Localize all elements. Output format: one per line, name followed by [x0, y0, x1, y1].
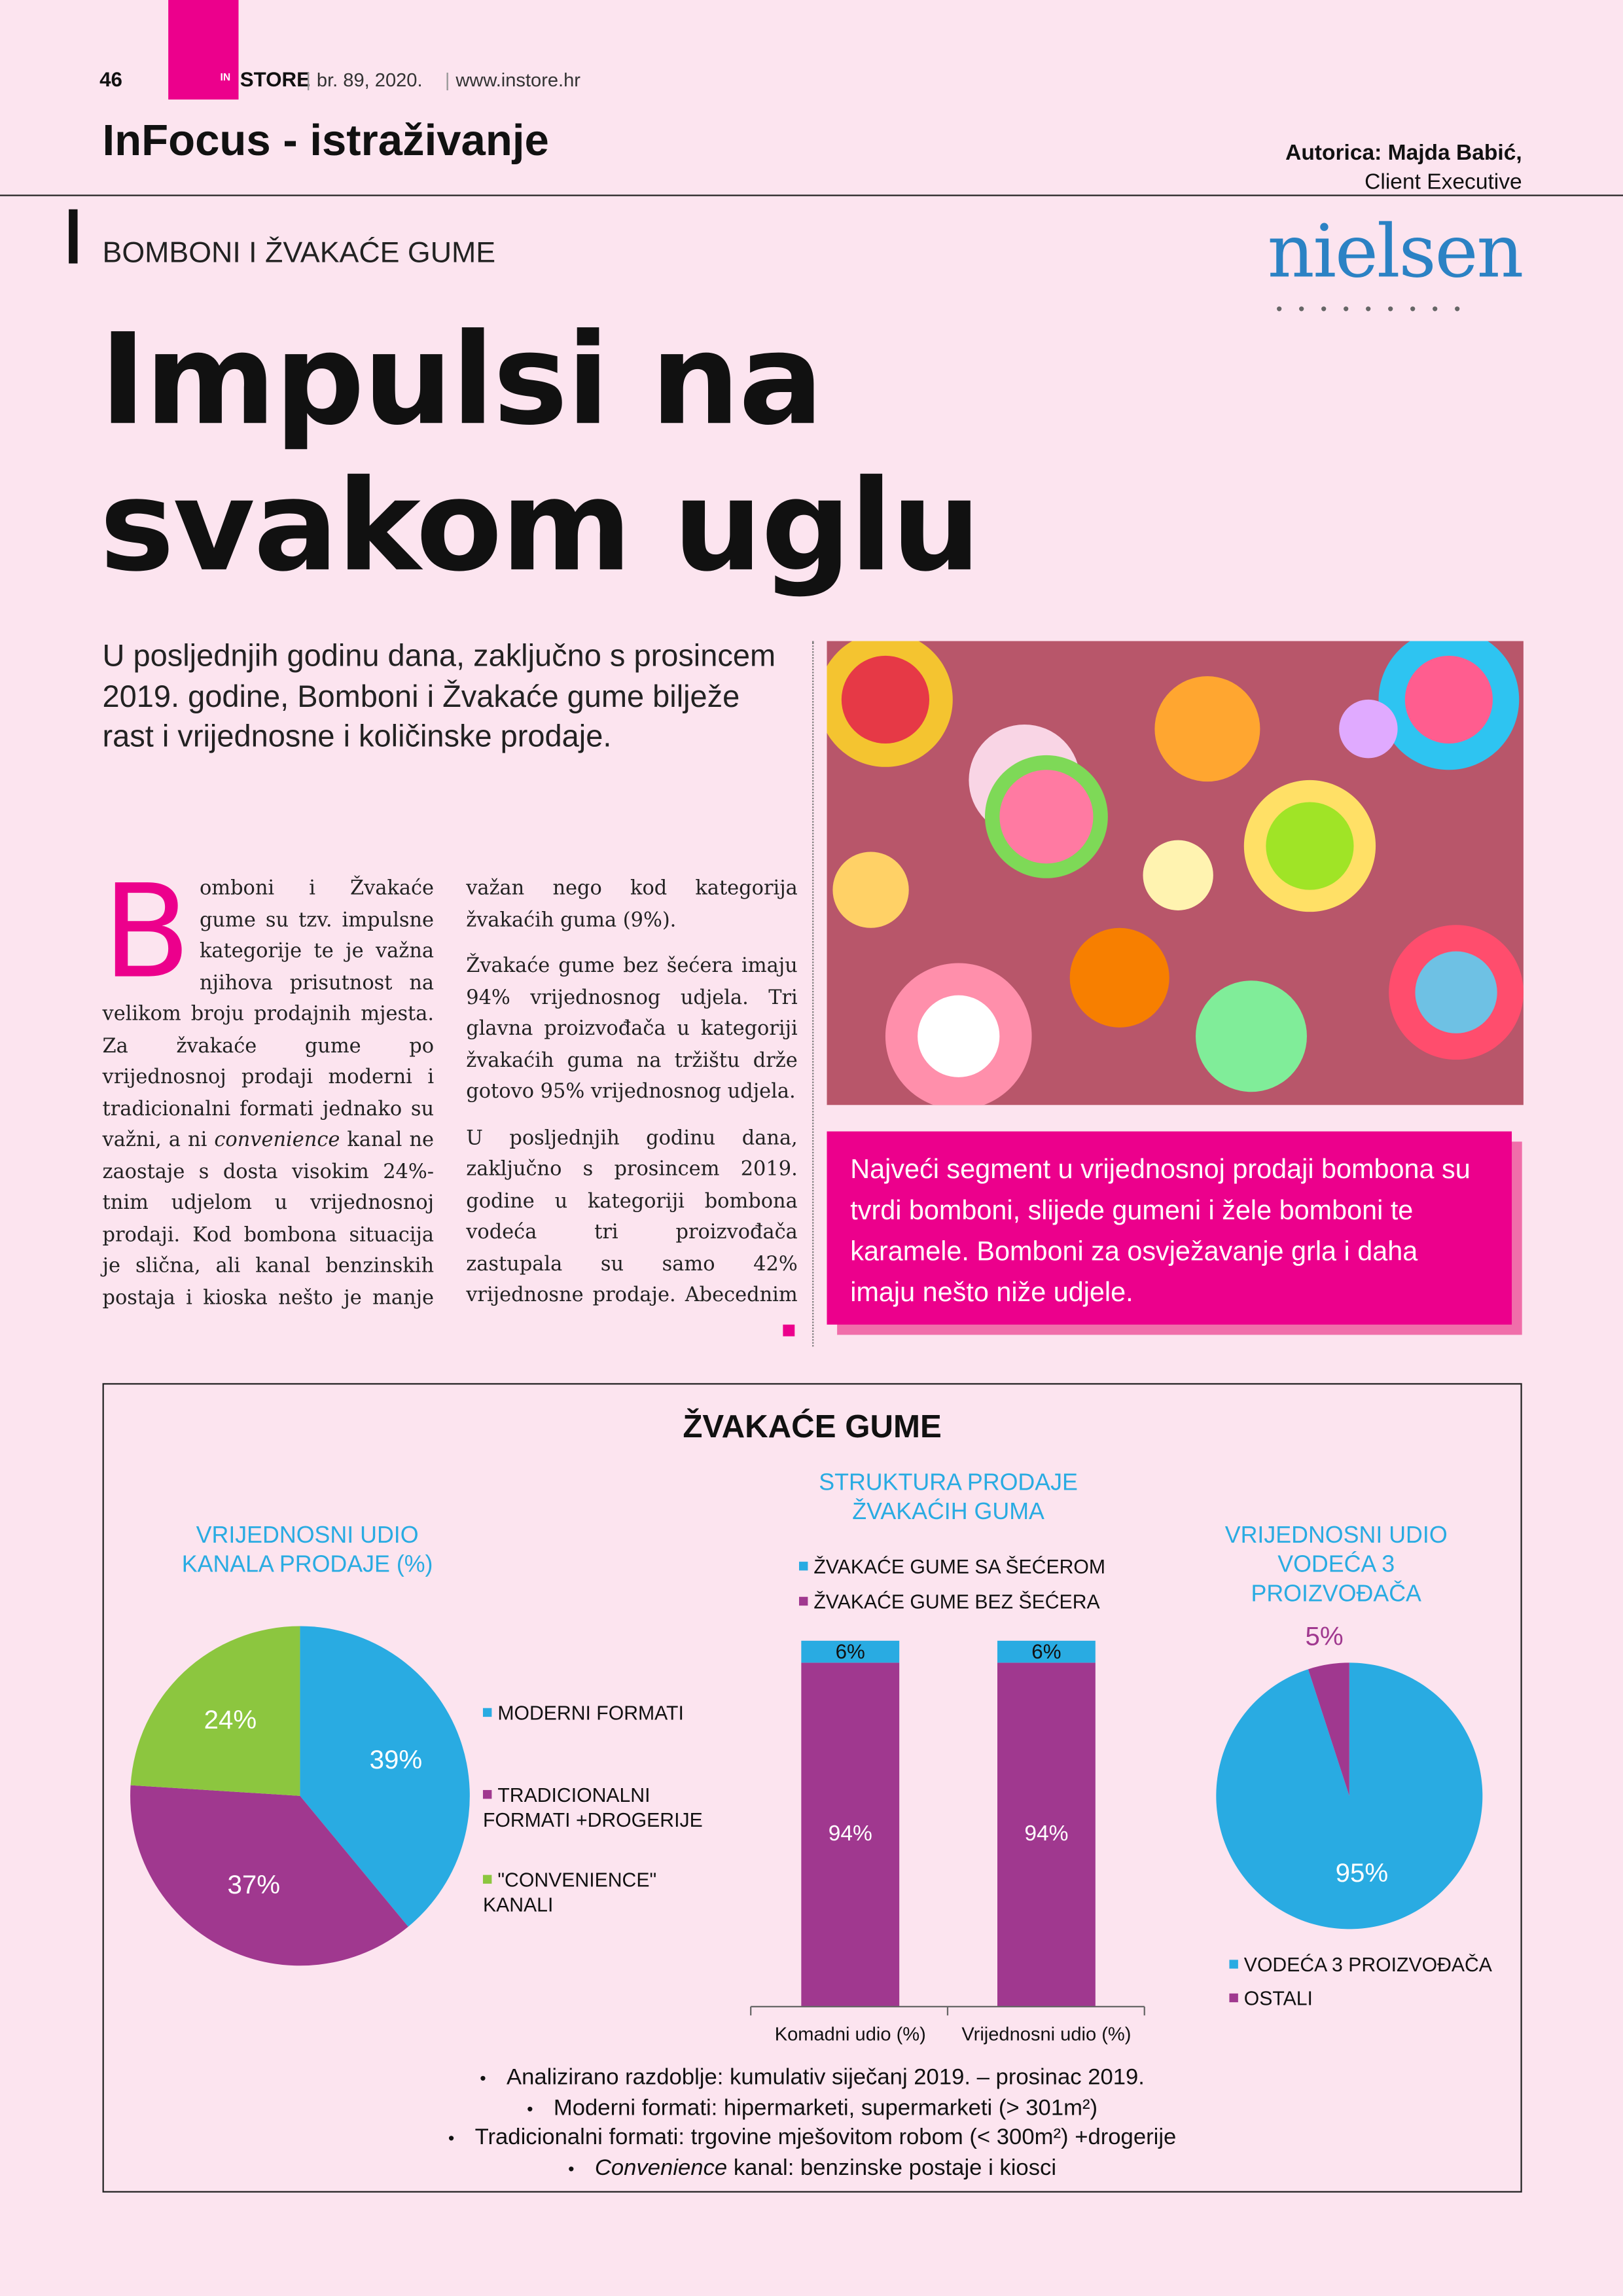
- category-label: Vrijednosni udio (%): [961, 2022, 1132, 2045]
- legend-swatch: [482, 1708, 492, 1717]
- legend-swatch: [798, 1596, 808, 1606]
- chart-title: VRIJEDNOSNI UDIO KANALA PRODAJE (%): [181, 1523, 433, 1578]
- text-italic: convenience: [214, 1128, 340, 1152]
- issue: | br. 89, 2020.: [306, 69, 423, 91]
- legend-label: OSTALI: [1243, 1987, 1313, 2010]
- legend-label: ŽVAKAĆE GUME SA ŠEĆEROM: [813, 1556, 1106, 1578]
- value-label: 94%: [1024, 1821, 1068, 1846]
- drop-cap: B: [102, 856, 191, 1007]
- bar-segment: [997, 1640, 1096, 1663]
- candy: [1339, 699, 1398, 759]
- legend-item: ŽVAKAĆE GUME SA ŠEĆEROM: [798, 1554, 1106, 1579]
- text: kanal ne zaostaje s dosta visokim 24%-tn…: [102, 876, 798, 1310]
- pie-slice: [1216, 1662, 1483, 1929]
- bar-segment: [997, 1662, 1096, 2007]
- legend-item: TRADICIONALNI FORMATI +DROGERIJE: [482, 1783, 732, 1833]
- legend-swatch: [798, 1562, 808, 1571]
- logo-dots: •••••••••: [1276, 298, 1476, 319]
- footnote: Analizirano razdoblje: kumulativ siječan…: [103, 2064, 1522, 2094]
- website-text[interactable]: www.instore.hr: [455, 69, 580, 91]
- footnotes: Analizirano razdoblje: kumulativ siječan…: [103, 2064, 1522, 2183]
- category-label: Komadni udio (%): [774, 2022, 926, 2045]
- legend-swatch: [1229, 1960, 1238, 1969]
- legend-label: TRADICIONALNI FORMATI +DROGERIJE: [482, 1784, 703, 1831]
- legend-item: OSTALI: [1229, 1986, 1522, 2011]
- value-label: 95%: [1336, 1858, 1389, 1888]
- section-title: InFocus - istraživanje: [102, 117, 549, 166]
- value-label: 24%: [204, 1705, 257, 1734]
- brand-mark: IN: [216, 70, 234, 88]
- value-label: 94%: [829, 1821, 872, 1846]
- chart-title: VRIJEDNOSNI UDIO VODEĆA 3 PROIZVOĐAČA: [1224, 1523, 1448, 1607]
- candy: [1069, 927, 1169, 1028]
- legend-swatch: [482, 1874, 492, 1884]
- end-mark: [783, 1324, 795, 1336]
- text: omboni i Žvakaće gume su tzv. impulsne k…: [102, 876, 435, 1152]
- legend-swatch: [482, 1789, 492, 1799]
- legend-label: VODEĆA 3 PROIZVOĐAČA: [1243, 1954, 1492, 1976]
- chart-title: STRUKTURA PRODAJE ŽVAKAĆIH GUMA: [819, 1471, 1078, 1526]
- legend-label: ŽVAKAĆE GUME BEZ ŠEĆERA: [813, 1590, 1100, 1613]
- value-label: 37%: [227, 1870, 280, 1899]
- page-number: 46: [99, 67, 122, 91]
- header-rule: [0, 194, 1623, 196]
- lead: U posljednjih godinu dana, zaključno s p…: [102, 639, 776, 754]
- column-divider: [812, 641, 814, 1347]
- footnote: Tradicionalni formati: trgovine mješovit…: [103, 2124, 1522, 2154]
- legend-item: VODEĆA 3 PROIZVOĐAČA: [1229, 1952, 1522, 1977]
- candy: [918, 995, 1000, 1077]
- candy: [1415, 951, 1497, 1033]
- author-role: Client Executive: [1364, 170, 1522, 195]
- category: BOMBONI I ŽVAKAĆE GUME: [102, 237, 496, 270]
- footnote: Convenience kanal: benzinske postaje i k…: [103, 2154, 1522, 2184]
- author: Autorica: Majda Babić,: [1285, 140, 1522, 166]
- candy: [1154, 676, 1260, 782]
- legend-item: ŽVAKAĆE GUME BEZ ŠEĆERA: [798, 1590, 1100, 1615]
- legend-item: MODERNI FORMATI: [482, 1701, 732, 1726]
- candy: [1143, 840, 1213, 910]
- paragraph: Žvakaće gume bez šećera imaju 94% vrijed…: [466, 954, 798, 1104]
- value-label: 5%: [1306, 1621, 1344, 1651]
- footnote-text: kanal: benzinske postaje i kiosci: [727, 2155, 1057, 2180]
- footnote: Moderni formati: hipermarketi, supermark…: [103, 2094, 1522, 2124]
- bar-segment: [801, 1640, 900, 1663]
- legend-swatch: [1229, 1993, 1238, 2003]
- legend-item: "CONVENIENCE" KANALI: [482, 1867, 732, 1917]
- legend-label: MODERNI FORMATI: [497, 1702, 684, 1725]
- pie-slice: [130, 1785, 408, 1966]
- pie-slice: [1308, 1662, 1349, 1796]
- category-bar: [69, 209, 78, 264]
- candy: [832, 852, 909, 928]
- brand: STORE: [240, 67, 311, 91]
- callout: Najveći segment u vrijednosnoj prodaji b…: [827, 1131, 1512, 1325]
- candy: [999, 770, 1094, 864]
- candy-photo: [827, 641, 1524, 1105]
- pie-slice: [300, 1626, 470, 1927]
- candy: [1266, 802, 1354, 890]
- logo: nielsen: [1267, 209, 1524, 295]
- infographic-frame: [102, 1383, 1522, 2193]
- legend-label: "CONVENIENCE" KANALI: [482, 1869, 657, 1916]
- value-label: 6%: [1031, 1640, 1061, 1663]
- bar-segment: [801, 1662, 900, 2007]
- candy: [841, 655, 930, 744]
- pie-slice: [130, 1626, 300, 1796]
- candy: [1404, 655, 1493, 744]
- infographic-title: ŽVAKAĆE GUME: [683, 1408, 942, 1445]
- website[interactable]: | www.instore.hr: [444, 69, 580, 91]
- candy: [1196, 980, 1307, 1092]
- value-label: 39%: [370, 1745, 423, 1774]
- headline: Impulsi na svakom uglu: [99, 307, 981, 600]
- footnote-italic: Convenience: [594, 2155, 728, 2180]
- value-label: 6%: [836, 1640, 865, 1663]
- issue-text: br. 89, 2020.: [316, 69, 423, 91]
